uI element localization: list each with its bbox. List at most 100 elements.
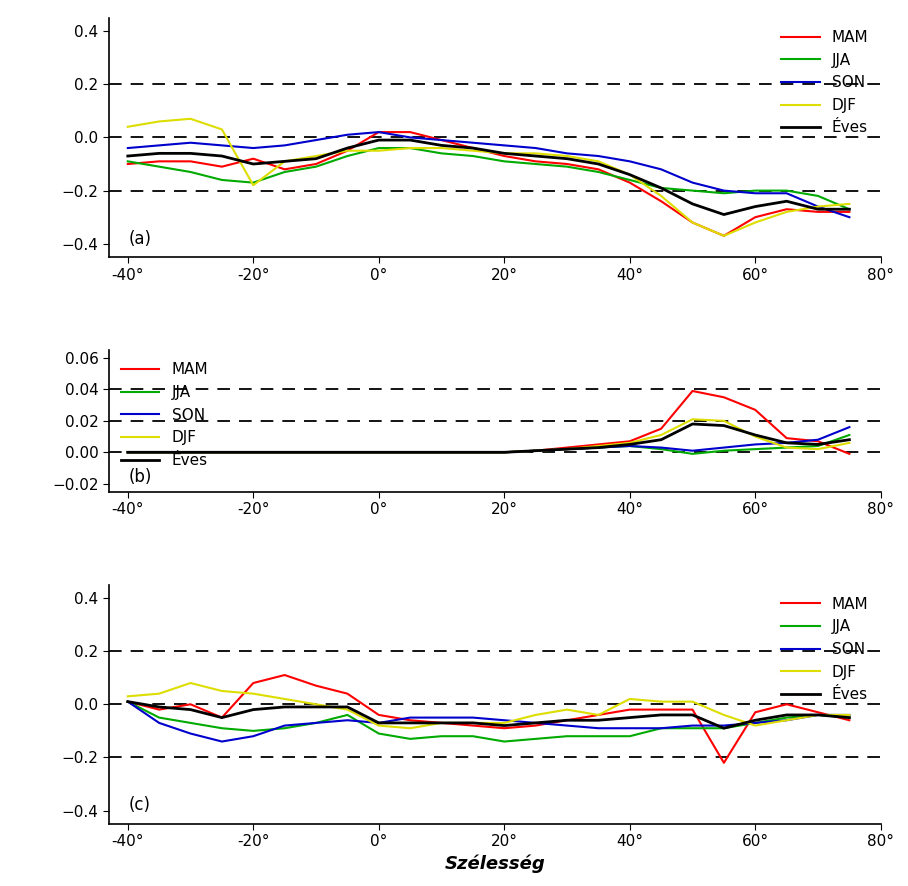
SON bbox=[373, 127, 384, 137]
SON bbox=[718, 185, 729, 196]
MAM bbox=[279, 670, 290, 680]
DJF bbox=[248, 688, 259, 699]
Éves bbox=[718, 420, 729, 431]
DJF bbox=[530, 446, 541, 456]
Text: (b): (b) bbox=[128, 468, 152, 486]
SON bbox=[185, 447, 196, 457]
Line: Éves: Éves bbox=[128, 140, 849, 214]
Éves bbox=[468, 143, 479, 153]
SON bbox=[781, 715, 792, 726]
MAM bbox=[561, 159, 572, 169]
SON bbox=[468, 137, 479, 148]
JJA bbox=[813, 190, 824, 201]
Line: DJF: DJF bbox=[128, 683, 849, 728]
MAM bbox=[185, 156, 196, 167]
Éves bbox=[248, 159, 259, 169]
DJF bbox=[248, 447, 259, 457]
Éves bbox=[498, 148, 509, 159]
JJA bbox=[750, 444, 761, 455]
SON bbox=[750, 718, 761, 728]
SON bbox=[216, 736, 227, 747]
Line: MAM: MAM bbox=[128, 675, 849, 763]
MAM bbox=[311, 680, 321, 691]
JJA bbox=[498, 447, 509, 457]
DJF bbox=[185, 447, 196, 457]
JJA bbox=[373, 447, 384, 457]
DJF bbox=[781, 206, 792, 217]
Éves bbox=[656, 710, 666, 720]
MAM bbox=[718, 392, 729, 402]
DJF bbox=[750, 217, 761, 228]
JJA bbox=[185, 167, 196, 177]
JJA bbox=[248, 177, 259, 188]
DJF bbox=[561, 704, 572, 715]
MAM bbox=[625, 177, 636, 188]
MAM bbox=[123, 447, 133, 457]
DJF bbox=[687, 696, 698, 707]
DJF bbox=[216, 447, 227, 457]
JJA bbox=[248, 726, 259, 736]
SON bbox=[718, 720, 729, 731]
Line: Éves: Éves bbox=[128, 702, 849, 728]
DJF bbox=[625, 694, 636, 704]
Éves bbox=[342, 447, 353, 457]
Éves bbox=[561, 153, 572, 164]
DJF bbox=[656, 190, 666, 201]
Éves bbox=[530, 151, 541, 161]
Line: MAM: MAM bbox=[128, 391, 849, 454]
MAM bbox=[781, 433, 792, 444]
DJF bbox=[498, 447, 509, 457]
Éves bbox=[687, 198, 698, 209]
JJA bbox=[123, 447, 133, 457]
SON bbox=[216, 140, 227, 151]
DJF bbox=[593, 710, 604, 720]
Éves bbox=[844, 204, 854, 214]
DJF bbox=[844, 198, 854, 209]
SON bbox=[373, 447, 384, 457]
SON bbox=[844, 212, 854, 222]
JJA bbox=[813, 440, 824, 451]
SON bbox=[248, 731, 259, 742]
Éves bbox=[279, 156, 290, 167]
MAM bbox=[687, 385, 698, 396]
DJF bbox=[718, 416, 729, 426]
JJA bbox=[625, 440, 636, 451]
JJA bbox=[718, 446, 729, 456]
MAM bbox=[844, 206, 854, 217]
Éves bbox=[468, 447, 479, 457]
MAM bbox=[718, 758, 729, 768]
JJA bbox=[718, 188, 729, 198]
DJF bbox=[279, 156, 290, 167]
MAM bbox=[185, 447, 196, 457]
Éves bbox=[216, 712, 227, 723]
MAM bbox=[468, 720, 479, 731]
JJA bbox=[593, 167, 604, 177]
MAM bbox=[498, 151, 509, 161]
DJF bbox=[656, 696, 666, 707]
MAM bbox=[436, 135, 447, 145]
Éves bbox=[248, 704, 259, 715]
Text: (c): (c) bbox=[128, 797, 150, 814]
SON bbox=[342, 447, 353, 457]
JJA bbox=[625, 175, 636, 185]
JJA bbox=[561, 444, 572, 455]
Éves bbox=[498, 447, 509, 457]
SON bbox=[405, 447, 416, 457]
MAM bbox=[687, 704, 698, 715]
JJA bbox=[530, 446, 541, 456]
Éves bbox=[436, 447, 447, 457]
Éves bbox=[781, 196, 792, 206]
Éves bbox=[813, 204, 824, 214]
DJF bbox=[216, 124, 227, 135]
MAM bbox=[781, 204, 792, 214]
MAM bbox=[468, 447, 479, 457]
SON bbox=[530, 446, 541, 456]
Éves bbox=[185, 148, 196, 159]
JJA bbox=[436, 148, 447, 159]
Éves bbox=[844, 434, 854, 445]
MAM bbox=[311, 447, 321, 457]
JJA bbox=[844, 712, 854, 723]
SON bbox=[185, 137, 196, 148]
SON bbox=[750, 188, 761, 198]
MAM bbox=[123, 159, 133, 169]
